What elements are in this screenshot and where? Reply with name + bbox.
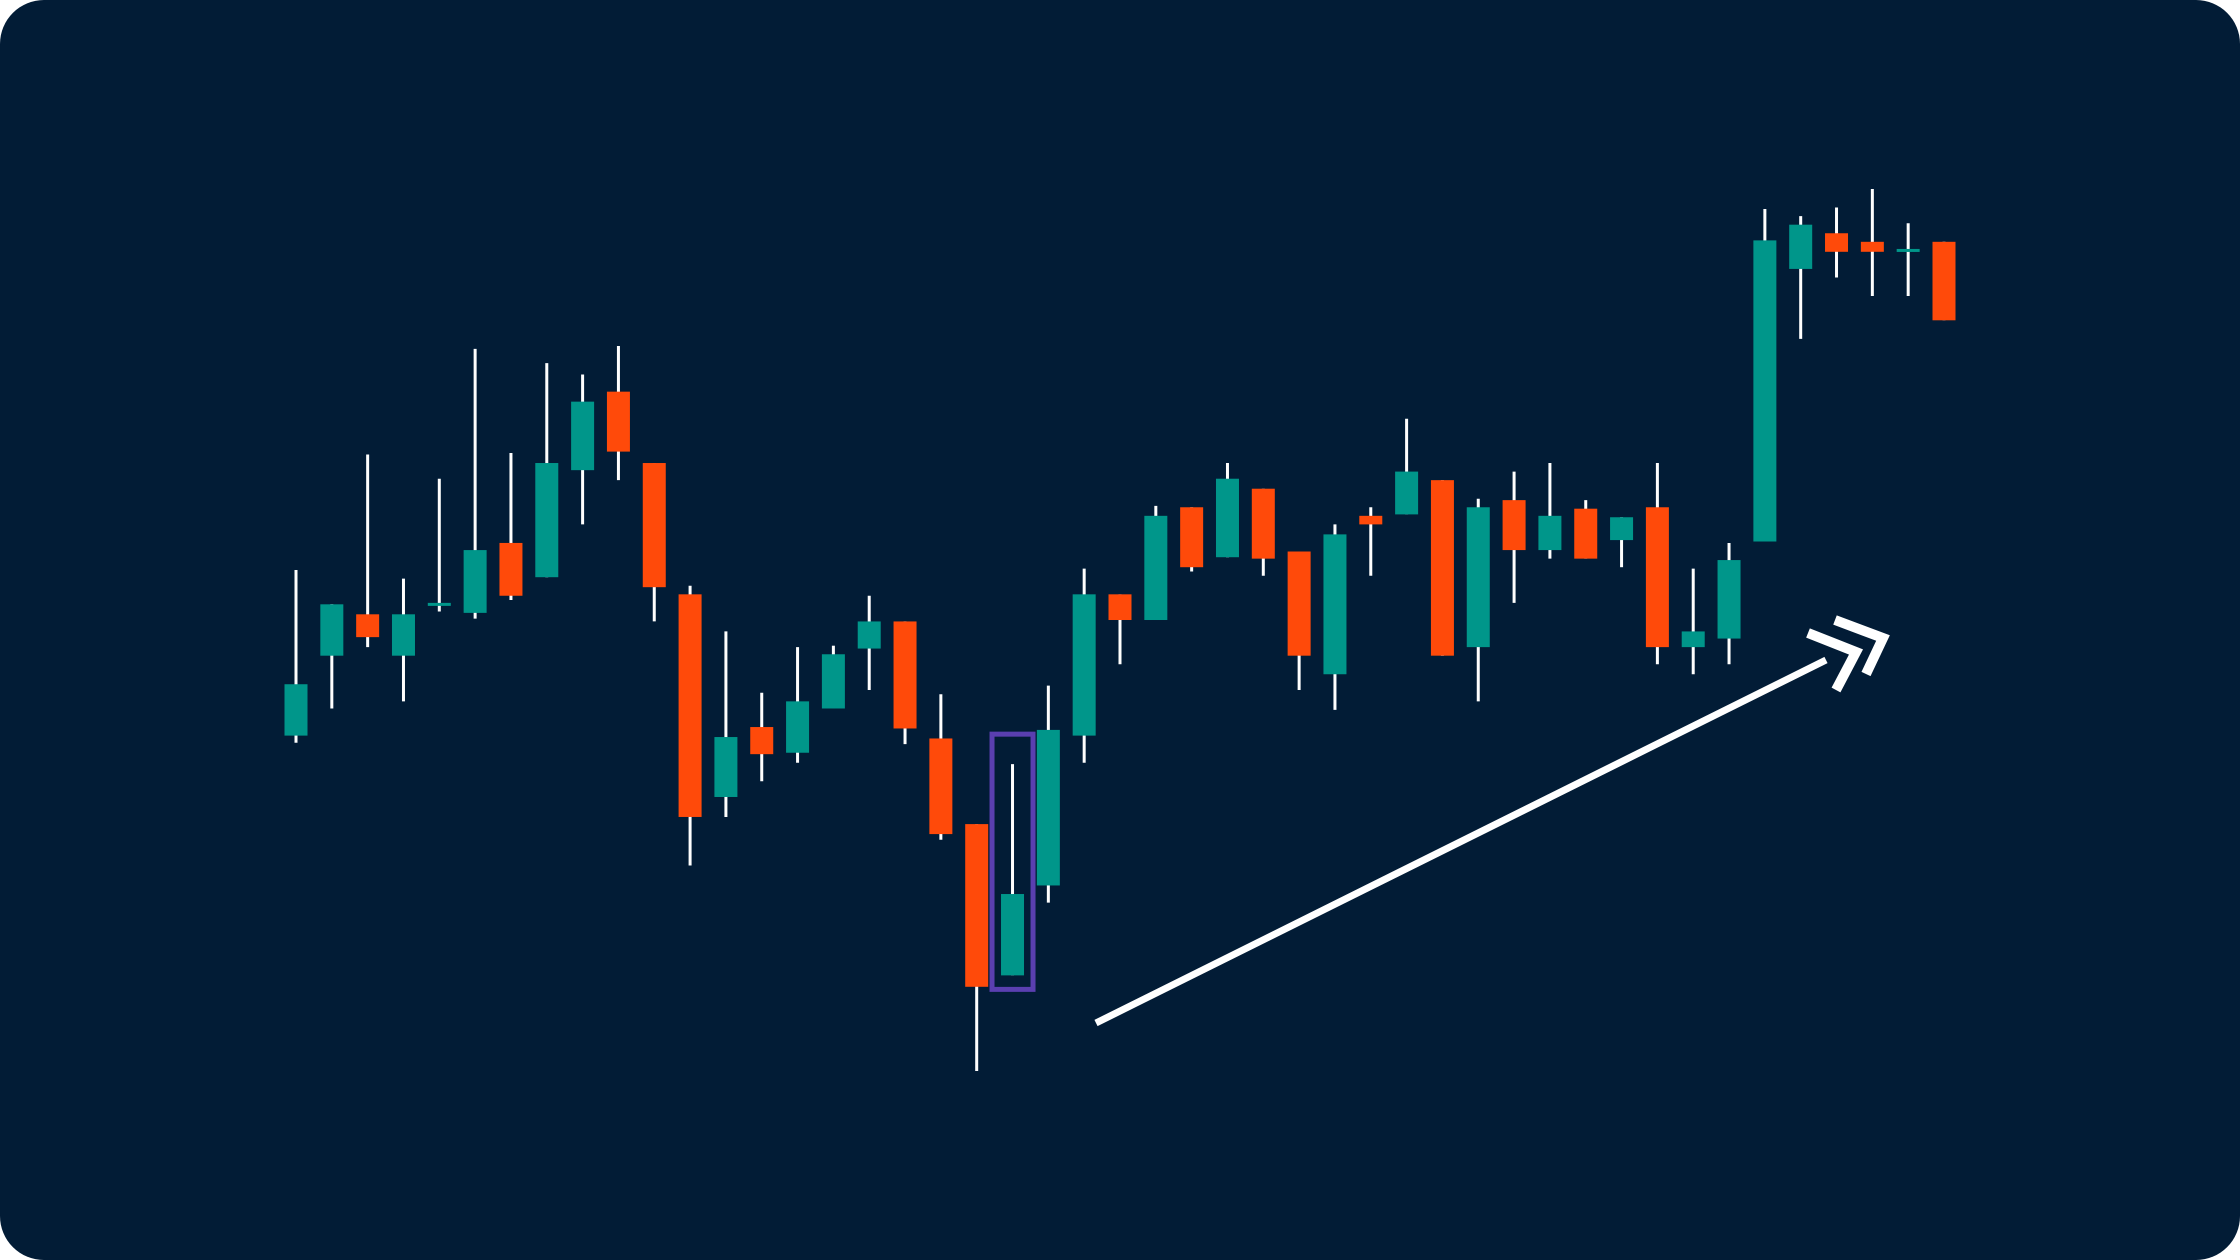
candle-body: [1180, 507, 1204, 568]
candle-body: [427, 602, 451, 606]
candle-body: [1036, 729, 1060, 886]
candle-body: [714, 737, 738, 797]
candle-body: [1538, 515, 1562, 551]
candle-body: [606, 391, 630, 452]
candle-body: [1323, 534, 1347, 675]
candle-body: [1108, 594, 1132, 621]
candle-body: [1860, 241, 1884, 252]
candle-body: [1610, 517, 1634, 541]
candle-body: [1932, 241, 1956, 321]
candle-body: [750, 727, 774, 755]
candle-body: [1287, 551, 1311, 656]
candle-body: [1466, 507, 1490, 648]
candle-body: [786, 701, 810, 753]
candle-body: [1825, 233, 1849, 252]
trend-arrow: [1094, 615, 1890, 1027]
candle-body: [1753, 240, 1777, 542]
candle-body: [965, 824, 989, 987]
candle-body: [463, 550, 487, 613]
candle-body: [1896, 248, 1920, 252]
candle-body: [535, 463, 559, 578]
candle-body: [1502, 500, 1526, 551]
candle-body: [1645, 507, 1669, 648]
candle-body: [1251, 488, 1275, 559]
candle-body: [821, 654, 845, 709]
candle-body: [1359, 515, 1383, 525]
candle-body: [356, 614, 380, 638]
candle-body: [320, 604, 344, 656]
candle-body: [1574, 508, 1598, 559]
arrow-chevron: [1833, 615, 1890, 677]
candle-body: [391, 614, 415, 656]
candle-body: [1430, 480, 1454, 656]
candle-body: [1001, 894, 1025, 976]
candle-body: [1717, 560, 1741, 639]
candle-body: [929, 738, 953, 835]
candle-body: [1395, 471, 1419, 515]
candle-body: [678, 594, 702, 817]
arrow-chevron: [1806, 628, 1864, 693]
candle-body: [284, 684, 308, 736]
candle-body: [893, 621, 917, 729]
highlight-box: [989, 731, 1036, 992]
candle-body: [1215, 478, 1239, 558]
candle-body: [571, 401, 595, 471]
candle-body: [1789, 224, 1813, 269]
candle-body: [642, 463, 666, 588]
candle-body: [857, 621, 881, 649]
candle-body: [1072, 594, 1096, 736]
arrow-line: [1094, 656, 1828, 1027]
candle-body: [1144, 515, 1168, 621]
candle-body: [1681, 631, 1705, 648]
candle-body: [499, 542, 523, 596]
